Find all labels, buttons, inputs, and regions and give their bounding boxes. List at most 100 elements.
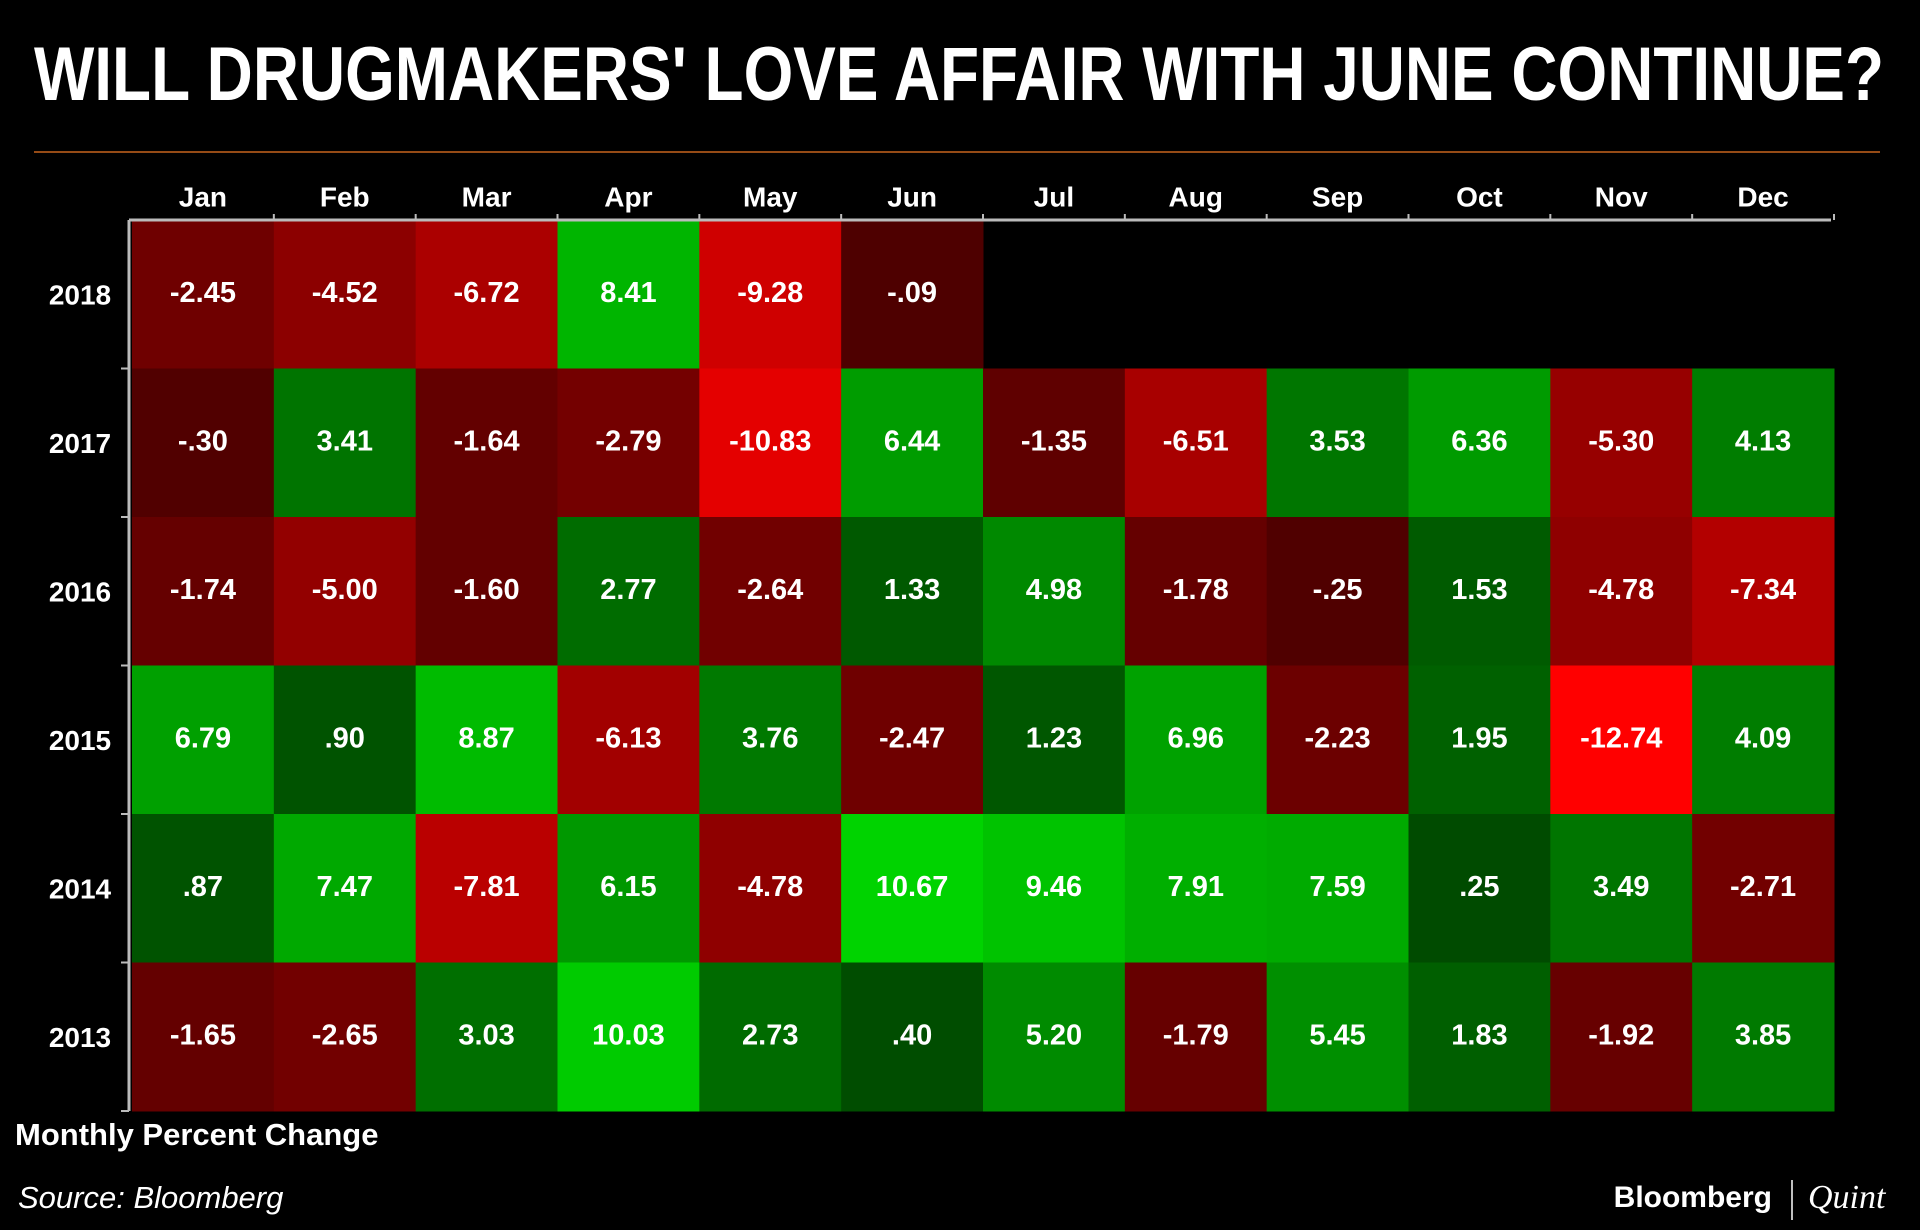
y-tick-label: 2017 <box>49 428 111 459</box>
heatmap-cell <box>273 368 417 518</box>
cell-label: -.25 <box>1313 574 1363 606</box>
cell-label: 7.59 <box>1309 871 1365 903</box>
cell-label: .25 <box>1459 871 1499 903</box>
heatmap-cell <box>132 962 275 1112</box>
cell-label: 9.46 <box>1026 871 1082 903</box>
cell-label: -6.13 <box>595 722 661 754</box>
heatmap-cell <box>273 665 417 815</box>
cell-label: 10.67 <box>876 871 949 903</box>
cell-label: 4.09 <box>1735 722 1791 754</box>
heatmap-cell <box>1692 962 1835 1112</box>
heatmap-cell <box>699 368 842 518</box>
heatmap-cell <box>1550 814 1693 963</box>
brand-name: Quint <box>1808 1179 1887 1216</box>
y-tick-label: 2018 <box>49 280 111 311</box>
heatmap-cell <box>557 220 700 369</box>
heatmap-cell <box>557 517 700 666</box>
heatmap-cell <box>415 517 558 666</box>
heatmap-cell <box>557 962 700 1112</box>
x-tick-label: May <box>743 181 798 212</box>
heatmap-cell <box>1124 814 1268 963</box>
x-tick-label: Jun <box>887 181 937 212</box>
heatmap-cell <box>1124 962 1268 1112</box>
heatmap-cell <box>415 665 558 815</box>
cell-label: -2.71 <box>1730 871 1796 903</box>
heatmap-cell <box>1408 665 1551 815</box>
heatmap-cell <box>273 814 417 963</box>
heatmap-cell <box>415 814 558 963</box>
x-tick-label: Nov <box>1595 181 1648 212</box>
heatmap-cell <box>1692 517 1835 666</box>
cell-label: 7.47 <box>317 871 373 903</box>
y-tick-label: 2013 <box>49 1022 111 1053</box>
heatmap-cell <box>1266 368 1409 518</box>
cell-label: -4.78 <box>1588 574 1654 606</box>
heatmap-cell <box>1692 368 1835 518</box>
heatmap-cell <box>699 665 842 815</box>
cell-label: 8.41 <box>600 277 656 309</box>
heatmap-cell <box>841 517 984 666</box>
heatmap-cell <box>699 962 842 1112</box>
heatmap-cell <box>132 368 275 518</box>
heatmap-cell <box>132 220 275 369</box>
cell-label: -5.00 <box>312 574 378 606</box>
cell-label: .90 <box>325 722 365 754</box>
cell-label: -9.28 <box>737 277 803 309</box>
cell-label: -1.74 <box>170 574 236 606</box>
heatmap-cell <box>415 368 558 518</box>
cell-label: 3.76 <box>742 722 798 754</box>
cell-label: -1.78 <box>1163 574 1229 606</box>
source: Source: Bloomberg <box>18 1180 283 1215</box>
heatmap-cell <box>132 517 275 666</box>
x-tick-label: Jan <box>179 181 227 212</box>
cell-label: 4.13 <box>1735 425 1791 457</box>
cell-label: -2.64 <box>737 574 803 606</box>
cell-label: 1.83 <box>1451 1019 1507 1051</box>
cell-label: 1.53 <box>1451 574 1507 606</box>
cell-label: -7.34 <box>1730 574 1796 606</box>
cell-label: 6.44 <box>884 425 940 457</box>
heatmap-cell <box>1266 814 1409 963</box>
heatmap-cell <box>1124 517 1268 666</box>
heatmap-cell <box>699 220 842 369</box>
cell-label: 8.87 <box>458 722 514 754</box>
heatmap-cell <box>415 220 558 369</box>
cell-label: 3.41 <box>317 425 373 457</box>
brand-name: Bloomberg <box>1614 1181 1772 1214</box>
cell-label: 6.96 <box>1168 722 1224 754</box>
cell-label: 3.03 <box>458 1019 514 1051</box>
cell-label: 4.98 <box>1026 574 1082 606</box>
heatmap-cell <box>983 814 1126 963</box>
x-tick-label: Aug <box>1169 181 1223 212</box>
cell-label: .40 <box>892 1019 932 1051</box>
cell-label: 3.53 <box>1309 425 1365 457</box>
heatmap-cell <box>1550 665 1693 815</box>
heatmap-cell <box>841 814 984 963</box>
heatmap-cell <box>983 665 1126 815</box>
cell-label: 6.36 <box>1451 425 1507 457</box>
heatmap-cell <box>557 368 700 518</box>
heatmap-cell <box>557 814 700 963</box>
x-tick-label: Apr <box>604 181 652 212</box>
cell-label: -4.78 <box>737 871 803 903</box>
heatmap-cell <box>1408 962 1551 1112</box>
cell-label: 1.23 <box>1026 722 1082 754</box>
cell-label: 7.91 <box>1168 871 1224 903</box>
cell-label: .87 <box>183 871 223 903</box>
cell-label: -5.30 <box>1588 425 1654 457</box>
heatmap-cell <box>415 962 558 1112</box>
cell-label: 5.20 <box>1026 1019 1082 1051</box>
x-tick-label: Feb <box>320 181 370 212</box>
heatmap-cell <box>1266 665 1409 815</box>
heatmap-cell <box>1266 962 1409 1112</box>
heatmap-cell <box>841 220 984 369</box>
x-tick-label: Mar <box>462 181 512 212</box>
cell-label: 1.33 <box>884 574 940 606</box>
y-tick-label: 2016 <box>49 577 111 608</box>
heatmap-cell <box>983 517 1126 666</box>
heatmap-cell <box>557 665 700 815</box>
cell-label: -10.83 <box>729 425 811 457</box>
heatmap-cell <box>699 517 842 666</box>
cell-label: -2.45 <box>170 277 236 309</box>
